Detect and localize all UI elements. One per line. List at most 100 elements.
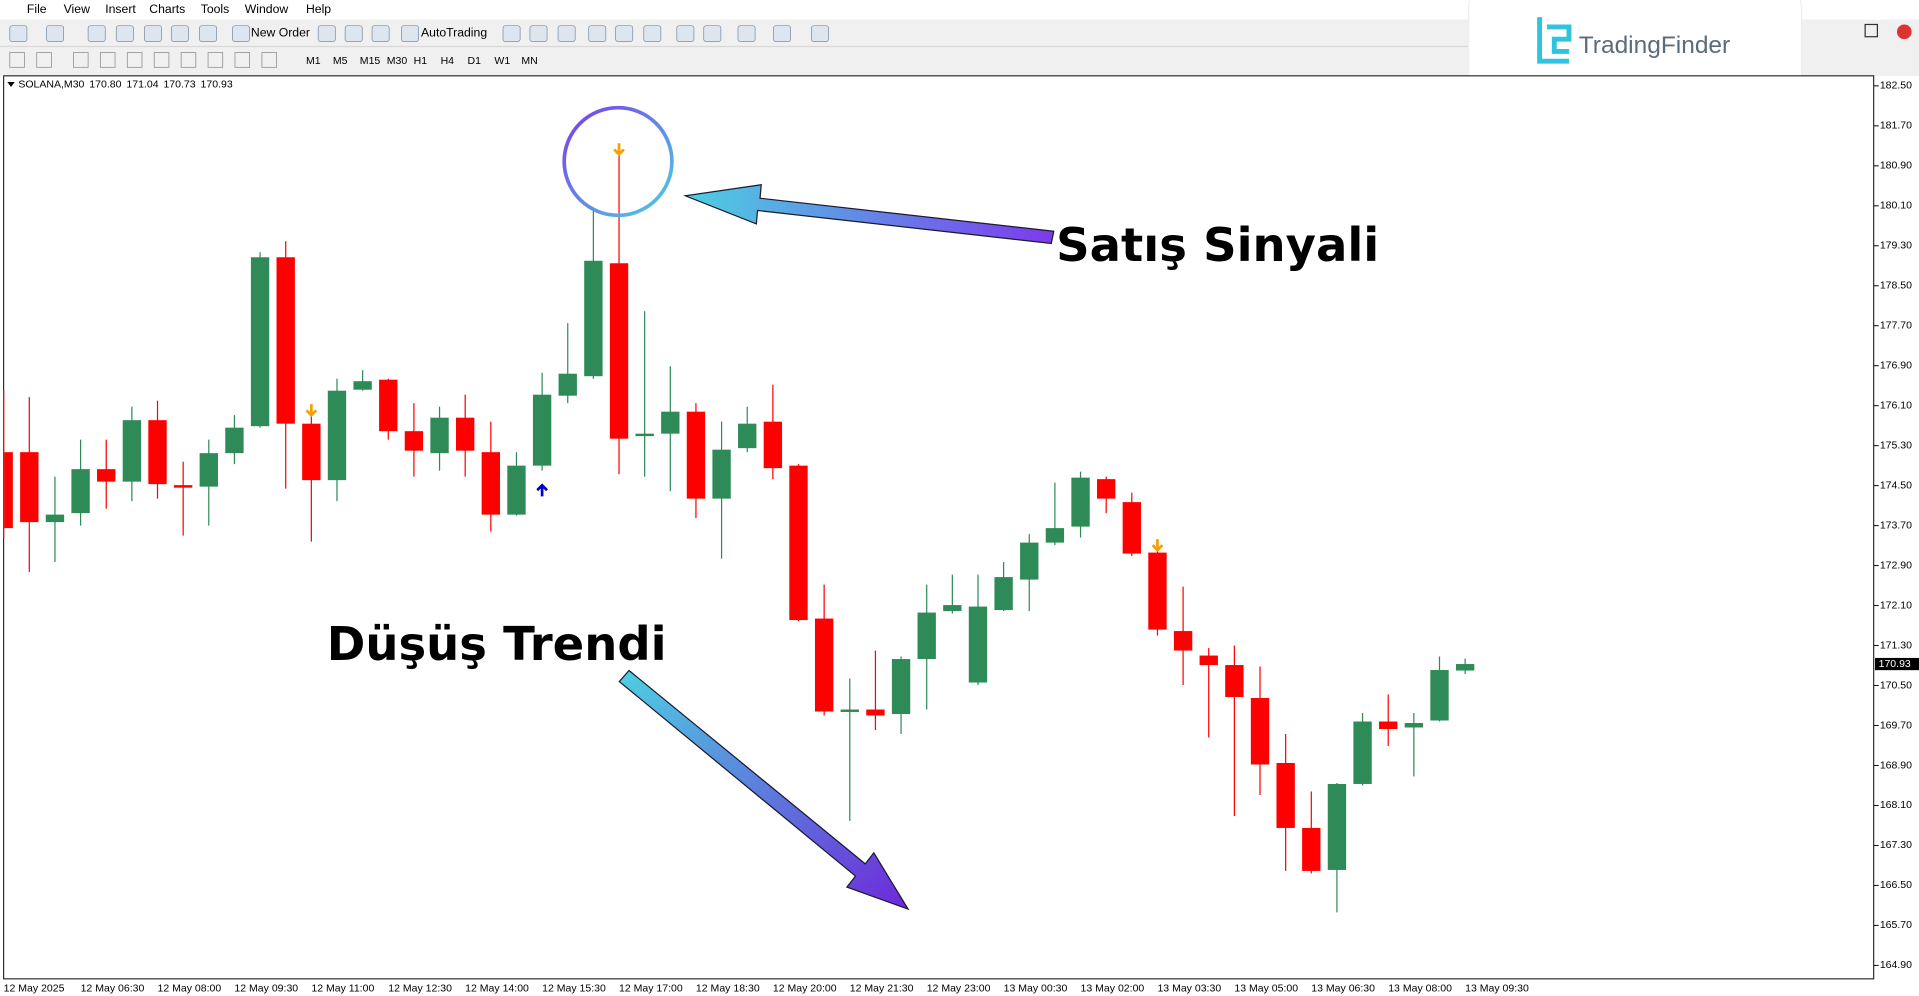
toolbar-icon[interactable] [557, 25, 576, 42]
timeframe-button[interactable]: H1 [414, 55, 428, 67]
toolbar-icon[interactable] [643, 25, 662, 42]
sell-signal-label: Satış Sinyali [1056, 218, 1379, 272]
y-tick-label: 168.10 [1880, 799, 1912, 811]
toolbar-icon[interactable] [615, 25, 634, 42]
toolbar-icon[interactable] [87, 25, 106, 42]
toolbar-icon[interactable] [9, 25, 28, 42]
candle-body [558, 373, 577, 396]
timeframe-button[interactable]: H4 [441, 55, 455, 67]
toolbar-icon[interactable] [371, 25, 390, 42]
toolbar-icon[interactable] [703, 25, 722, 42]
toolbar-icon[interactable] [529, 25, 548, 42]
candle-body [327, 390, 347, 481]
x-tick-label: 12 May 20:00 [773, 982, 837, 994]
drawing-tool[interactable] [36, 52, 52, 68]
toolbar-icon[interactable] [401, 25, 419, 42]
candle-body [507, 465, 526, 515]
candle-body [1379, 721, 1398, 730]
timeframe-button[interactable]: M5 [333, 55, 348, 67]
candle-body [635, 433, 654, 437]
candle-body [1327, 783, 1347, 870]
toolbar-icon[interactable] [199, 25, 217, 42]
candle-body [250, 257, 270, 427]
candle-body [199, 453, 218, 487]
toolbar-icon[interactable] [46, 25, 65, 42]
toolbar-icon[interactable] [588, 25, 607, 42]
y-tick-label: 169.70 [1880, 719, 1912, 731]
timeframe-button[interactable]: M30 [387, 55, 408, 67]
header-low: 170.73 [163, 78, 195, 90]
menu-item[interactable]: Insert [105, 2, 136, 16]
candle-body [4, 452, 13, 529]
x-tick-label: 13 May 02:00 [1081, 982, 1145, 994]
candle-body [1430, 670, 1449, 721]
drawing-tool[interactable] [180, 52, 197, 68]
candle-body [1071, 477, 1090, 527]
candle-body [532, 394, 552, 466]
new-order-button[interactable]: New Order [251, 25, 310, 39]
search-icon[interactable] [1864, 23, 1879, 38]
candle-body [917, 612, 936, 660]
timeframe-button[interactable]: W1 [494, 55, 510, 67]
logo: TradingFinder [1468, 0, 1803, 92]
x-tick-label: 13 May 05:00 [1234, 982, 1298, 994]
toolbar-icon[interactable] [232, 25, 251, 42]
menu-item[interactable]: Window [245, 2, 289, 16]
toolbar-icon[interactable] [344, 25, 363, 42]
y-tick-label: 174.50 [1880, 479, 1912, 491]
toolbar-icon[interactable] [811, 25, 829, 42]
timeframe-button[interactable]: MN [521, 55, 537, 67]
toolbar-icon[interactable] [773, 25, 791, 42]
candle-body [353, 381, 372, 390]
toolbar-icon[interactable] [737, 25, 756, 42]
candle-body [968, 606, 988, 683]
drawing-tool[interactable] [9, 52, 25, 68]
candle-body [840, 709, 859, 712]
logo-icon [1537, 17, 1572, 64]
last-price-label: 170.93 [1879, 658, 1911, 670]
notification-icon[interactable] [1896, 24, 1912, 40]
candle-body [302, 423, 321, 481]
trend-arrow [618, 669, 910, 911]
x-tick-label: 12 May 21:30 [850, 982, 914, 994]
candle-body [866, 709, 885, 716]
candle-body [584, 260, 603, 377]
sell-signal [1151, 539, 1164, 553]
candle-body [456, 417, 475, 451]
menu-item[interactable]: Charts [149, 2, 185, 16]
candle-body [609, 263, 629, 439]
toolbar-icon[interactable] [317, 25, 336, 42]
candle-body [891, 659, 911, 715]
signal-arrow [683, 184, 1055, 245]
drawing-tool[interactable] [99, 52, 116, 68]
toolbar-icon[interactable] [144, 25, 162, 42]
candle-body [1045, 528, 1065, 543]
menu-item[interactable]: Help [306, 2, 331, 16]
menu: File View Insert Charts Tools Window Help [27, 2, 331, 16]
timeframe-button[interactable]: M1 [306, 55, 321, 67]
drawing-tool[interactable] [261, 52, 277, 68]
y-tick-label: 173.70 [1880, 519, 1912, 531]
auto-trading-button[interactable]: AutoTrading [421, 25, 487, 39]
drawing-tool[interactable] [126, 52, 143, 68]
candle-body [1225, 665, 1244, 698]
y-tick-label: 164.90 [1880, 959, 1912, 971]
candle-body [1148, 552, 1167, 630]
toolbar-icon[interactable] [502, 25, 521, 42]
menu-item[interactable]: Tools [201, 2, 230, 16]
y-tick-label: 177.70 [1880, 320, 1912, 332]
menu-item[interactable]: File [27, 2, 47, 16]
timeframe-button[interactable]: M15 [360, 55, 381, 67]
drawing-tool[interactable] [207, 52, 224, 68]
menu-item[interactable]: View [64, 2, 90, 16]
drawing-tool[interactable] [73, 52, 89, 68]
toolbar-icon[interactable] [170, 25, 189, 42]
drawing-tool[interactable] [234, 52, 251, 68]
candle-body [814, 618, 834, 712]
toolbar-icon[interactable] [676, 25, 695, 42]
toolbar-icon[interactable] [115, 25, 134, 42]
timeframe-button[interactable]: D1 [468, 55, 482, 67]
last-price-tag [1874, 657, 1919, 671]
drawing-tool[interactable] [153, 52, 170, 68]
